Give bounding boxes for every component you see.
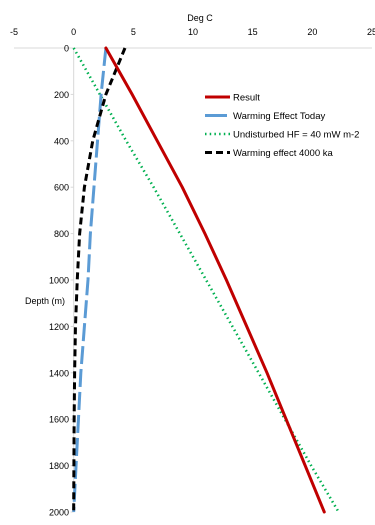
legend-label: Warming effect 4000 ka: [233, 148, 334, 159]
y-tick-label: 1200: [49, 322, 69, 332]
legend-label: Undisturbed HF = 40 mW m-2: [233, 130, 359, 141]
x-tick-label: 25: [367, 27, 375, 37]
y-tick-labels: 0 200 400 600 800 1000 1200 1400 1600 1800 2000: [49, 44, 69, 518]
x-tick-label: 10: [188, 27, 198, 37]
y-tick-label: 600: [54, 183, 69, 193]
chart-legend: Result Warming Effect Today Undisturbed HF…: [205, 93, 359, 159]
series-line-1: [72, 47, 108, 513]
y-tick-label: 1600: [49, 415, 69, 425]
y-tick-label: 1400: [49, 368, 69, 378]
x-tick-label: -5: [10, 27, 18, 37]
y-tick-label: 1000: [49, 276, 69, 286]
x-tick-label: 0: [71, 27, 76, 37]
series-line-0: [104, 46, 326, 514]
series-line-3: [72, 47, 127, 513]
legend-label: Warming Effect Today: [233, 111, 325, 122]
x-tick-label: 20: [307, 27, 317, 37]
x-tick-label: 15: [248, 27, 258, 37]
series-layer: [72, 46, 340, 514]
y-tick-label: 0: [64, 44, 69, 54]
legend-label: Result: [233, 93, 260, 104]
x-tick-labels: -5 0 5 10 15 20 25: [10, 27, 375, 37]
y-tick-label: 200: [54, 90, 69, 100]
y-tick-label: 1800: [49, 461, 69, 471]
x-axis-title: Deg C: [187, 13, 213, 23]
y-tick-label: 800: [54, 229, 69, 239]
y-tick-label: 400: [54, 136, 69, 146]
x-tick-label: 5: [131, 27, 136, 37]
y-axis-title: Depth (m): [25, 296, 65, 306]
y-tick-label: 2000: [49, 508, 69, 518]
